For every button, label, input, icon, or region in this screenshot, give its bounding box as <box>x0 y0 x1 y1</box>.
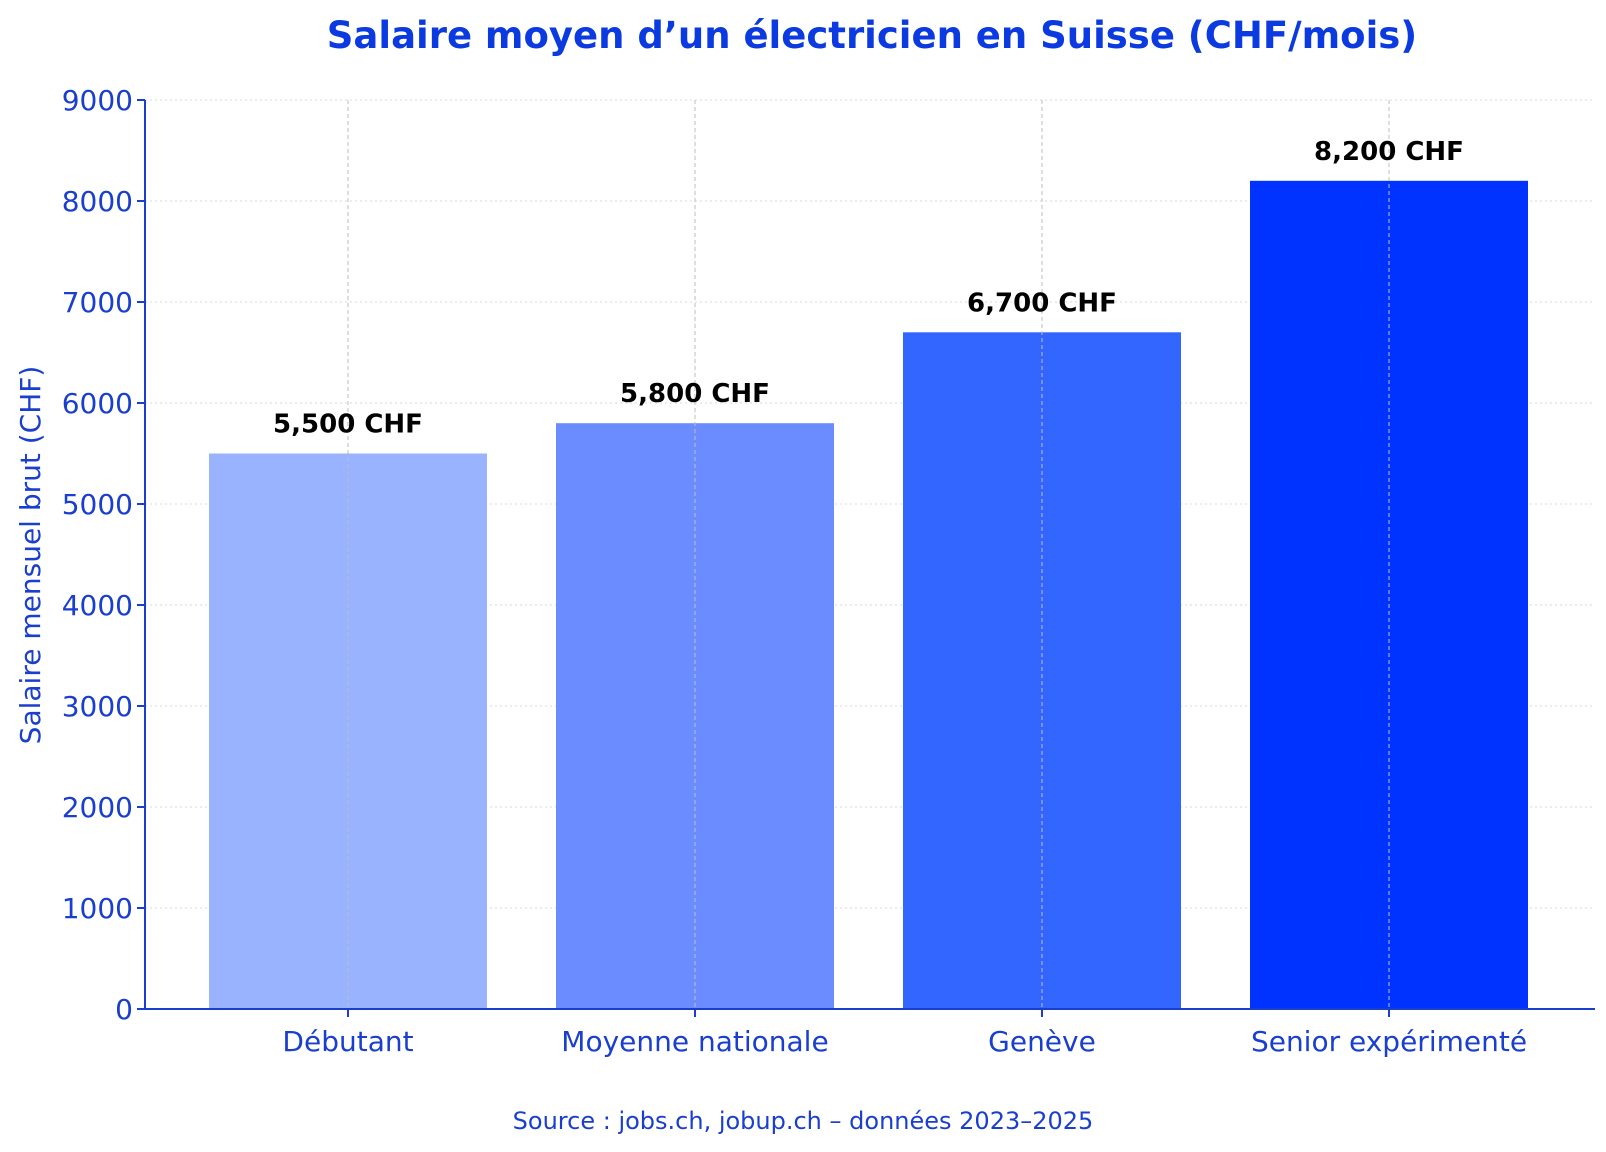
value-labels: 5,500 CHF 5,800 CHF 6,700 CHF 8,200 CHF <box>273 137 1464 440</box>
source-note: Source : jobs.ch, jobup.ch – données 202… <box>513 1107 1094 1135</box>
bar-value-label: 6,700 CHF <box>967 288 1117 318</box>
x-tick-label: Débutant <box>282 1025 413 1058</box>
x-tick-label: Genève <box>988 1025 1096 1058</box>
y-axis-ticks: 0 1000 2000 3000 4000 5000 6000 7000 8000 9000 <box>62 84 145 1026</box>
y-tick-label: 7000 <box>62 286 133 319</box>
y-tick-label: 5000 <box>62 488 133 521</box>
bar-value-label: 8,200 CHF <box>1314 137 1464 167</box>
x-tick-label: Senior expérimenté <box>1251 1025 1527 1058</box>
bar-value-label: 5,800 CHF <box>620 379 770 409</box>
y-tick-label: 6000 <box>62 387 133 420</box>
y-tick-label: 9000 <box>62 84 133 117</box>
bar-value-label: 5,500 CHF <box>273 410 423 440</box>
chart-title: Salaire moyen d’un électricien en Suisse… <box>327 14 1417 57</box>
y-tick-label: 0 <box>115 993 133 1026</box>
y-tick-label: 8000 <box>62 185 133 218</box>
y-tick-label: 4000 <box>62 589 133 622</box>
x-tick-label: Moyenne nationale <box>561 1025 828 1058</box>
y-tick-label: 1000 <box>62 892 133 925</box>
bars <box>209 180 1528 1010</box>
vertical-grid <box>347 100 1390 1009</box>
y-axis-label: Salaire mensuel brut (CHF) <box>14 366 47 745</box>
y-tick-label: 2000 <box>62 791 133 824</box>
y-tick-label: 3000 <box>62 690 133 723</box>
x-axis-ticks: Débutant Moyenne nationale Genève Senior ex… <box>282 1009 1527 1058</box>
